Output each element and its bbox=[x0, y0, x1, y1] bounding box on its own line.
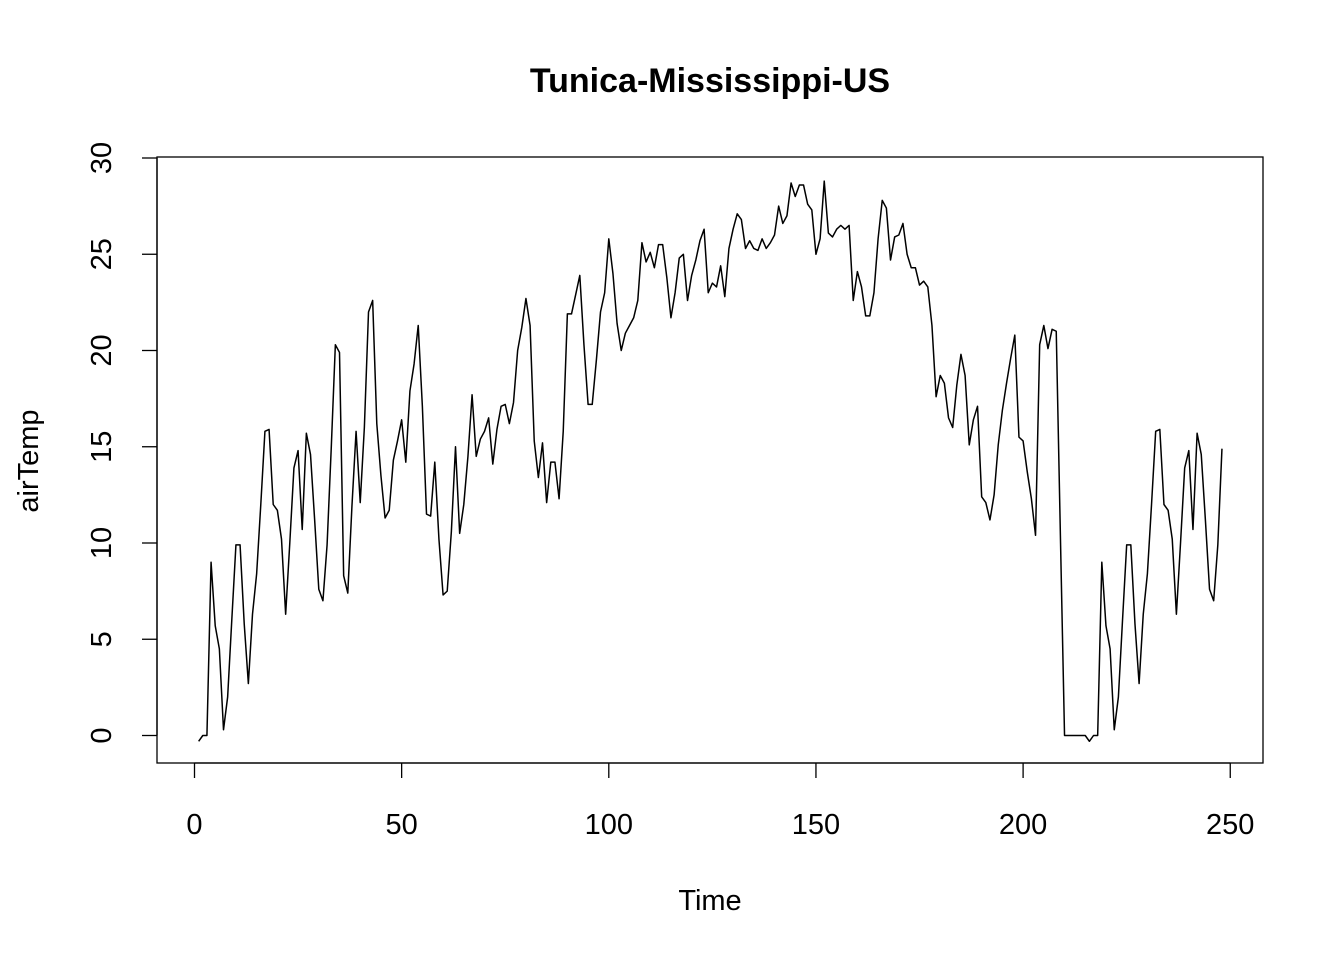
x-axis: 0 50 100 150 200 250 bbox=[186, 762, 1254, 841]
plot-area-frame bbox=[156, 156, 1264, 764]
y-tick-label: 0 bbox=[86, 727, 118, 743]
y-tick-label: 25 bbox=[86, 238, 118, 270]
y-tick-label: 5 bbox=[86, 631, 118, 647]
x-tick-label: 250 bbox=[1206, 809, 1254, 841]
y-tick-label: 10 bbox=[86, 527, 118, 559]
chart-title: Tunica-Mississippi-US bbox=[530, 62, 890, 100]
y-tick-label: 15 bbox=[86, 431, 118, 463]
x-tick-label: 50 bbox=[386, 809, 418, 841]
x-tick-label: 0 bbox=[186, 809, 202, 841]
y-tick-label: 30 bbox=[86, 142, 118, 174]
y-tick-label: 20 bbox=[86, 334, 118, 366]
x-tick-label: 150 bbox=[792, 809, 840, 841]
x-axis-label: Time bbox=[678, 885, 741, 917]
x-tick-label: 200 bbox=[999, 809, 1047, 841]
y-axis-label: airTemp bbox=[13, 409, 45, 512]
y-axis: 0 5 10 15 20 25 30 bbox=[86, 142, 158, 744]
x-tick-label: 100 bbox=[585, 809, 633, 841]
series-line-airtemp bbox=[198, 180, 1223, 743]
